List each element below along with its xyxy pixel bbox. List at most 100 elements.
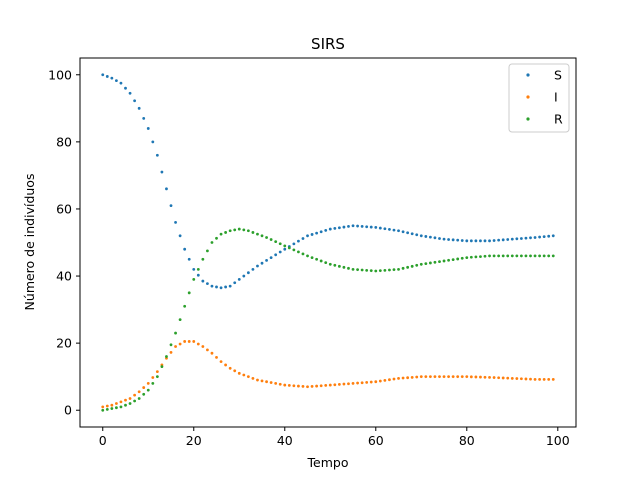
data-point-r [101, 408, 105, 412]
data-point-s [137, 106, 141, 110]
data-point-i [233, 369, 237, 373]
data-point-r [328, 262, 332, 266]
data-point-i [260, 379, 264, 383]
legend-marker-r [526, 117, 530, 121]
data-point-i [110, 403, 114, 407]
data-point-i [369, 380, 373, 384]
data-point-r [301, 252, 305, 256]
data-point-s [397, 229, 400, 233]
data-point-r [287, 246, 291, 250]
data-point-s [497, 238, 501, 242]
x-tick-label: 60 [368, 433, 384, 448]
data-point-s [529, 236, 532, 240]
data-point-i [479, 375, 482, 379]
data-point-i [529, 377, 532, 381]
data-point-r [310, 256, 314, 259]
data-point-i [324, 384, 328, 387]
data-point-s [324, 229, 328, 232]
data-point-r [479, 255, 482, 258]
data-point-i [424, 375, 428, 379]
data-point-i [451, 375, 455, 379]
data-point-i [319, 384, 323, 388]
legend: SIR [508, 63, 570, 133]
data-point-i [187, 340, 191, 343]
data-point-i [201, 345, 205, 348]
data-point-i [265, 380, 268, 384]
data-point-r [510, 254, 514, 258]
data-point-r [542, 254, 546, 258]
data-point-s [160, 170, 164, 174]
x-tick-label: 40 [277, 433, 293, 448]
data-point-r [137, 397, 141, 400]
data-point-r [374, 269, 378, 273]
data-point-s [201, 279, 205, 283]
data-point-i [410, 375, 414, 379]
data-point-s [356, 224, 359, 228]
data-point-r [433, 260, 437, 264]
data-point-s [183, 247, 187, 251]
data-point-r [497, 254, 501, 258]
data-point-r [369, 269, 373, 273]
data-point-s [119, 81, 123, 85]
data-point-i [460, 375, 464, 379]
data-point-r [347, 266, 350, 270]
data-point-s [479, 239, 482, 243]
data-point-i [433, 375, 437, 379]
data-point-s [447, 238, 450, 241]
data-point-r [256, 232, 259, 236]
data-point-s [319, 230, 323, 234]
data-point-i [360, 381, 364, 385]
data-point-i [474, 375, 478, 379]
data-point-s [283, 247, 287, 251]
data-point-s [196, 273, 200, 277]
data-point-s [501, 238, 505, 242]
data-point-s [278, 250, 282, 254]
data-point-r [474, 255, 478, 259]
data-point-i [488, 375, 491, 379]
data-point-i [428, 375, 432, 379]
data-points [101, 73, 555, 412]
data-point-i [124, 398, 127, 402]
data-point-r [228, 229, 232, 233]
data-point-i [242, 373, 246, 377]
data-point-i [547, 377, 551, 381]
data-point-r [351, 267, 355, 271]
data-point-i [142, 386, 146, 389]
data-point-r [278, 242, 282, 246]
data-point-i [388, 378, 391, 382]
data-point-i [119, 400, 123, 404]
data-point-i [287, 384, 291, 387]
data-point-s [233, 281, 237, 285]
data-point-s [178, 234, 182, 238]
data-point-i [251, 376, 255, 380]
data-point-i [297, 384, 300, 388]
data-point-s [483, 239, 487, 243]
data-point-r [319, 259, 323, 263]
plot-background [80, 58, 576, 427]
data-point-s [333, 227, 337, 230]
data-point-s [456, 238, 460, 242]
data-point-s [542, 235, 546, 239]
data-point-s [151, 140, 155, 144]
y-tick-label: 0 [64, 403, 72, 418]
data-point-s [360, 225, 364, 228]
data-point-s [105, 75, 109, 78]
data-point-r [215, 236, 218, 240]
y-axis-ticks: 0 20 40 60 80 100 [48, 67, 80, 418]
data-point-i [228, 366, 232, 370]
data-point-i [333, 383, 337, 387]
x-tick-label: 0 [99, 433, 107, 448]
data-point-s [538, 235, 541, 239]
data-point-s [146, 127, 150, 130]
data-point-r [110, 407, 114, 410]
data-point-i [497, 376, 501, 380]
data-point-i [178, 342, 182, 346]
data-point-i [351, 381, 355, 385]
data-point-i [133, 393, 137, 397]
legend-label-r: R [554, 112, 563, 127]
data-point-i [137, 390, 141, 394]
series-s [101, 73, 555, 290]
data-point-i [174, 345, 177, 348]
data-point-s [251, 267, 255, 271]
